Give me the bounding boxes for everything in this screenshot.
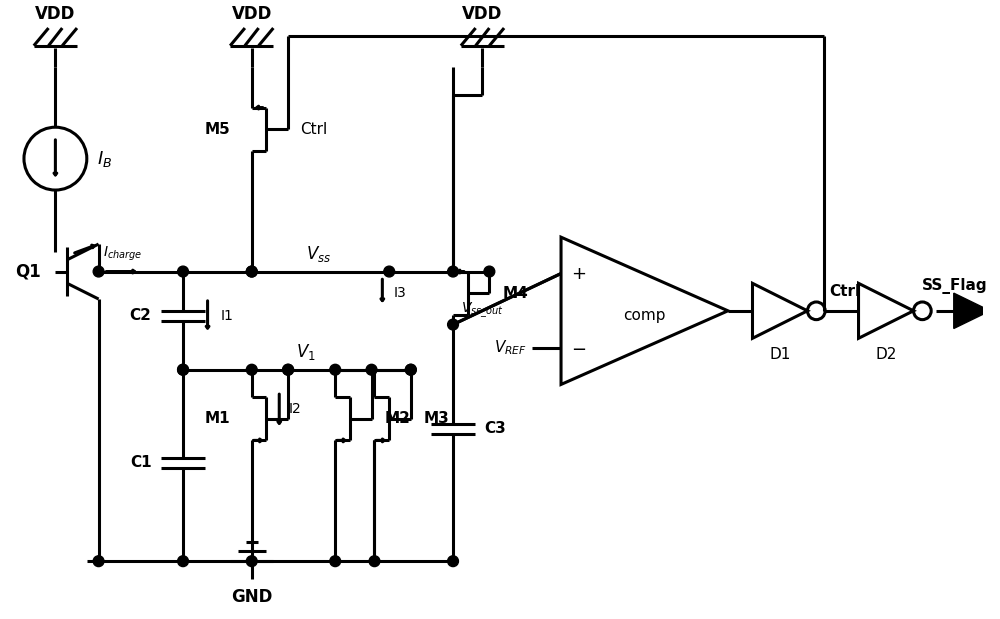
Circle shape bbox=[448, 556, 458, 566]
Text: C3: C3 bbox=[484, 421, 506, 436]
Text: D1: D1 bbox=[769, 347, 791, 363]
Text: $I_{charge}$: $I_{charge}$ bbox=[103, 245, 143, 263]
Text: C1: C1 bbox=[130, 456, 152, 470]
Polygon shape bbox=[954, 293, 990, 329]
Circle shape bbox=[246, 556, 257, 566]
Circle shape bbox=[246, 266, 257, 277]
Circle shape bbox=[405, 365, 416, 375]
Circle shape bbox=[384, 266, 395, 277]
Text: Q1: Q1 bbox=[15, 262, 41, 280]
Circle shape bbox=[366, 365, 377, 375]
Circle shape bbox=[178, 365, 188, 375]
Circle shape bbox=[93, 556, 104, 566]
Text: $V_1$: $V_1$ bbox=[296, 342, 316, 362]
Text: SS_Flag: SS_Flag bbox=[922, 279, 988, 294]
Text: +: + bbox=[571, 264, 586, 282]
Text: VDD: VDD bbox=[232, 6, 272, 24]
Text: M1: M1 bbox=[205, 411, 230, 426]
Text: $V_{ss}$: $V_{ss}$ bbox=[306, 244, 331, 264]
Text: VDD: VDD bbox=[35, 6, 76, 24]
Text: M2: M2 bbox=[384, 411, 410, 426]
Text: $I_B$: $I_B$ bbox=[97, 149, 112, 168]
Text: GND: GND bbox=[231, 587, 272, 605]
Circle shape bbox=[178, 266, 188, 277]
Text: C2: C2 bbox=[130, 308, 152, 323]
Text: VDD: VDD bbox=[462, 6, 503, 24]
Circle shape bbox=[283, 365, 293, 375]
Text: D2: D2 bbox=[875, 347, 897, 363]
Circle shape bbox=[330, 556, 341, 566]
Text: M4: M4 bbox=[502, 285, 528, 301]
Text: Ctrl: Ctrl bbox=[829, 284, 860, 299]
Circle shape bbox=[178, 365, 188, 375]
Circle shape bbox=[484, 266, 495, 277]
Circle shape bbox=[405, 365, 416, 375]
Text: M5: M5 bbox=[204, 122, 230, 137]
Text: comp: comp bbox=[623, 308, 666, 323]
Text: $V_{REF}$: $V_{REF}$ bbox=[494, 339, 527, 358]
Text: $V_{ss\_out}$: $V_{ss\_out}$ bbox=[461, 300, 504, 319]
Text: $-$: $-$ bbox=[571, 339, 586, 357]
Text: M3: M3 bbox=[424, 411, 449, 426]
Circle shape bbox=[369, 556, 380, 566]
Circle shape bbox=[93, 266, 104, 277]
Circle shape bbox=[448, 319, 458, 330]
Text: I2: I2 bbox=[289, 402, 302, 416]
Text: I1: I1 bbox=[220, 309, 233, 322]
Circle shape bbox=[246, 365, 257, 375]
Circle shape bbox=[448, 266, 458, 277]
Text: I3: I3 bbox=[394, 286, 407, 300]
Text: Ctrl: Ctrl bbox=[300, 122, 327, 137]
Circle shape bbox=[283, 365, 293, 375]
Circle shape bbox=[246, 266, 257, 277]
Circle shape bbox=[330, 365, 341, 375]
Circle shape bbox=[178, 556, 188, 566]
